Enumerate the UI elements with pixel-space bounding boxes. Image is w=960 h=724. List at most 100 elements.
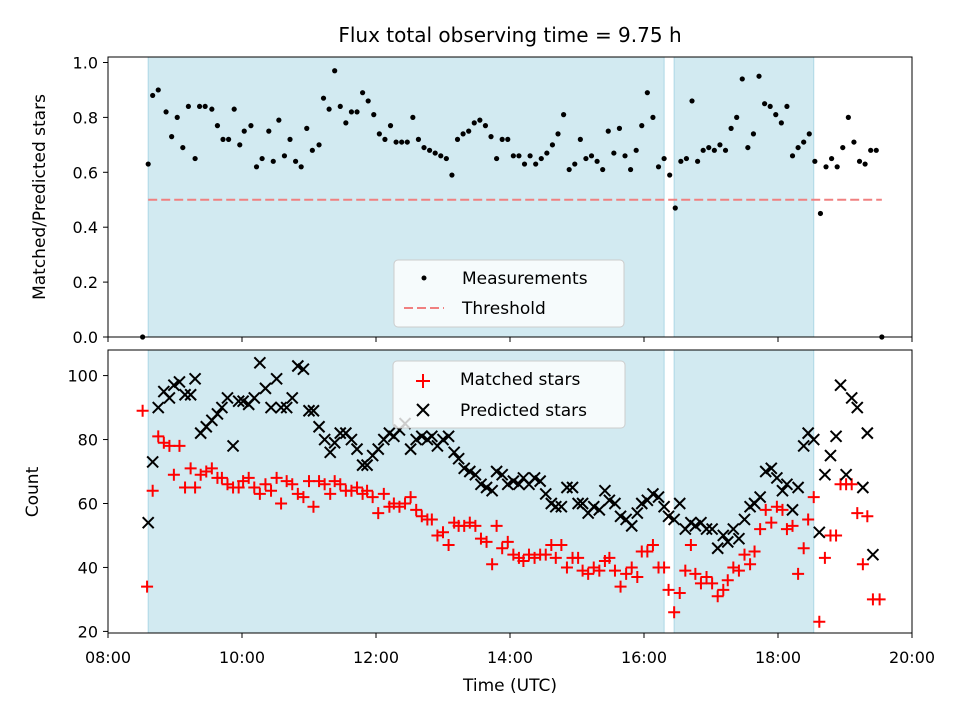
measurement-point	[722, 147, 729, 153]
matched-star-point	[549, 551, 562, 564]
matched-star-point	[136, 404, 149, 417]
measurement-point	[226, 136, 232, 142]
bottom-y-tick-label: 60	[78, 494, 98, 513]
predicted-star-point	[786, 503, 799, 517]
predicted-star-point	[356, 458, 369, 472]
measurement-point	[778, 120, 784, 126]
matched-star-point	[807, 491, 820, 504]
measurement-point	[332, 68, 338, 74]
measurement-point	[561, 112, 567, 118]
matched-star-point	[851, 507, 864, 520]
matched-star-point	[744, 558, 757, 571]
measurement-point	[326, 106, 332, 112]
measurement-point	[259, 155, 265, 162]
predicted-star-point	[813, 526, 826, 539]
matched-star-point	[259, 478, 272, 491]
predicted-star-point	[657, 500, 671, 513]
measurement-point	[180, 144, 186, 151]
matched-star-point	[776, 503, 789, 516]
predicted-star-point	[236, 394, 250, 408]
measurement-point	[706, 144, 712, 151]
measurement-point	[276, 117, 282, 123]
measurement-point	[823, 164, 829, 170]
matched-star-point	[205, 462, 218, 475]
matched-star-point	[560, 561, 573, 574]
measurement-point	[460, 131, 466, 137]
top-y-tick-label: 0.8	[73, 108, 98, 127]
predicted-star-point	[152, 401, 165, 414]
predicted-star-point	[146, 455, 159, 469]
top-y-axis-label: Matched/Predicted stars	[30, 94, 50, 300]
matched-star-point	[684, 539, 697, 552]
matched-star-point	[189, 481, 202, 494]
measurement-point	[544, 150, 550, 156]
predicted-star-point	[753, 490, 767, 504]
predicted-star-point	[458, 462, 471, 475]
matched-star-point	[501, 535, 514, 548]
measurement-point	[717, 142, 723, 148]
predicted-star-point	[856, 481, 870, 494]
measurement-point	[337, 103, 343, 110]
predicted-stars-points	[141, 356, 880, 561]
measurement-point	[695, 158, 701, 164]
predicted-star-point	[780, 478, 794, 491]
matched-star-point	[179, 481, 192, 494]
predicted-star-point	[280, 401, 293, 414]
matched-star-point	[641, 545, 654, 558]
predicted-star-point	[372, 442, 385, 456]
measurement-point	[616, 125, 623, 131]
matched-star-point	[297, 491, 310, 504]
matched-star-point	[486, 558, 499, 571]
measurement-point	[376, 131, 382, 137]
measurement-point	[756, 73, 762, 79]
predicted-star-point	[485, 484, 499, 497]
matched-star-point	[307, 500, 320, 513]
measurement-point	[572, 161, 578, 167]
matched-star-point	[582, 567, 595, 580]
predicted-star-point	[215, 401, 229, 414]
measurement-point	[145, 161, 151, 167]
matched-star-point	[334, 478, 347, 491]
predicted-star-point	[480, 481, 493, 494]
predicted-star-point	[662, 510, 675, 523]
predicted-star-point	[851, 401, 864, 414]
legend-predicted-label: Predicted stars	[460, 401, 587, 421]
predicted-star-point	[711, 542, 724, 555]
measurement-point	[237, 142, 243, 148]
predicted-star-point	[286, 391, 299, 405]
predicted-star-point	[318, 433, 331, 446]
predicted-star-point	[328, 436, 341, 449]
measurement-point	[521, 161, 528, 167]
measurement-point	[387, 123, 394, 129]
matched-star-point	[555, 539, 568, 552]
predicted-star-point	[452, 452, 465, 465]
measurement-point	[789, 153, 796, 159]
x-tick-label: 10:00	[219, 648, 265, 667]
legend-matched-label: Matched stars	[460, 370, 580, 390]
measurement-point	[600, 166, 606, 173]
measurement-point	[192, 155, 198, 162]
measurement-point	[845, 114, 851, 120]
measurement-point	[477, 117, 483, 123]
measurement-point	[220, 136, 226, 142]
measurement-point	[856, 158, 863, 164]
measurement-point	[566, 166, 572, 173]
predicted-star-point	[776, 484, 789, 497]
measurement-point	[241, 128, 247, 134]
measurement-point	[281, 153, 288, 159]
measurement-point	[287, 136, 293, 142]
predicted-star-point	[248, 391, 261, 405]
legend-threshold-label: Threshold	[461, 299, 546, 319]
predicted-star-point	[469, 468, 482, 481]
measurement-point	[214, 123, 221, 129]
matched-star-point	[351, 481, 364, 494]
predicted-star-point	[566, 481, 579, 494]
matched-star-point	[399, 497, 412, 510]
predicted-star-point	[442, 430, 455, 443]
predicted-star-point	[302, 404, 316, 417]
measurement-point	[202, 103, 208, 110]
matched-star-point	[694, 577, 707, 590]
measurement-point	[862, 161, 868, 167]
matched-star-point	[813, 615, 826, 628]
measurement-point	[817, 210, 824, 217]
